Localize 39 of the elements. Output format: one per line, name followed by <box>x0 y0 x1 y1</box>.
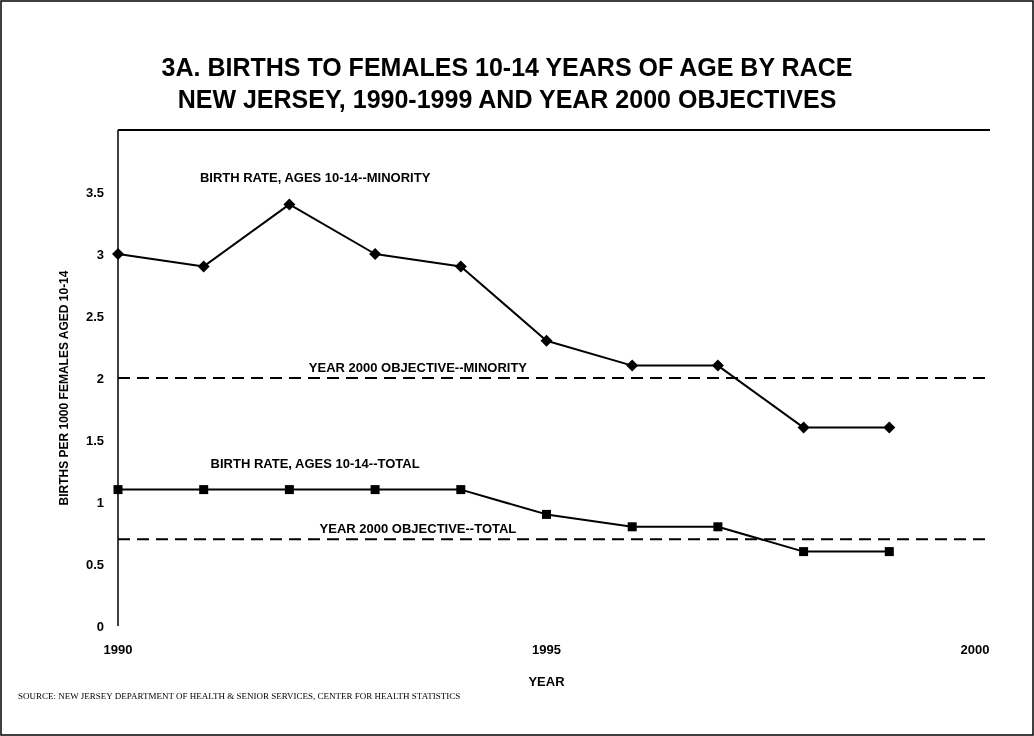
point <box>112 248 124 260</box>
point <box>456 485 466 495</box>
point <box>540 334 553 347</box>
point <box>797 421 810 434</box>
y-tick-label: 0 <box>96 619 104 634</box>
point <box>883 421 896 434</box>
series-label: BIRTH RATE, AGES 10-14--TOTAL <box>210 455 420 471</box>
chart-title: 3A. BIRTHS TO FEMALES 10-14 YEARS OF AGE BY RACE NEW JERSEY, 1990-1999 AND YEAR 2000 OBJECTIVES <box>161 53 853 113</box>
point <box>199 485 209 495</box>
y-tick-label: 3 <box>96 247 104 262</box>
y-tick-label: 2.5 <box>85 309 104 324</box>
text: BIRTH RATE, AGES 10-14--MINORITY <box>199 170 431 186</box>
point <box>113 485 123 495</box>
point <box>283 198 296 211</box>
point <box>884 547 894 557</box>
y-tick-label: 2 <box>96 371 104 386</box>
point <box>799 547 809 557</box>
point <box>711 359 724 372</box>
point <box>369 248 382 260</box>
point <box>454 260 467 273</box>
y-tick-label: 1 <box>96 495 104 510</box>
point <box>542 509 551 519</box>
y-axis-title: BIRTHS PER 1000 FEMALES AGED 10-14 <box>57 270 71 506</box>
ref-line-label: YEAR 2000 OBJECTIVE--TOTAL <box>319 521 517 537</box>
ref-line-label: YEAR 2000 OBJECTIVE--MINORITY <box>308 360 528 375</box>
x-tick-label: 1990 <box>103 642 133 657</box>
x-axis-title: YEAR <box>528 674 566 689</box>
source-note: SOURCE: NEW JERSEY DEPARTMENT OF HEALTH & SENIOR SERVICES, CENTER FOR HEALTH STATISTICS <box>18 691 461 701</box>
point <box>197 260 210 273</box>
x-tick-label: 2000 <box>960 642 990 657</box>
point <box>284 485 294 495</box>
point <box>626 359 639 372</box>
x-tick-label: 1995 <box>532 642 561 657</box>
point <box>370 485 380 495</box>
point <box>713 522 723 532</box>
point <box>627 522 637 532</box>
y-tick-label: 1.5 <box>85 433 104 448</box>
y-tick-label: 0.5 <box>85 557 104 572</box>
y-tick-label: 3.5 <box>85 185 104 200</box>
